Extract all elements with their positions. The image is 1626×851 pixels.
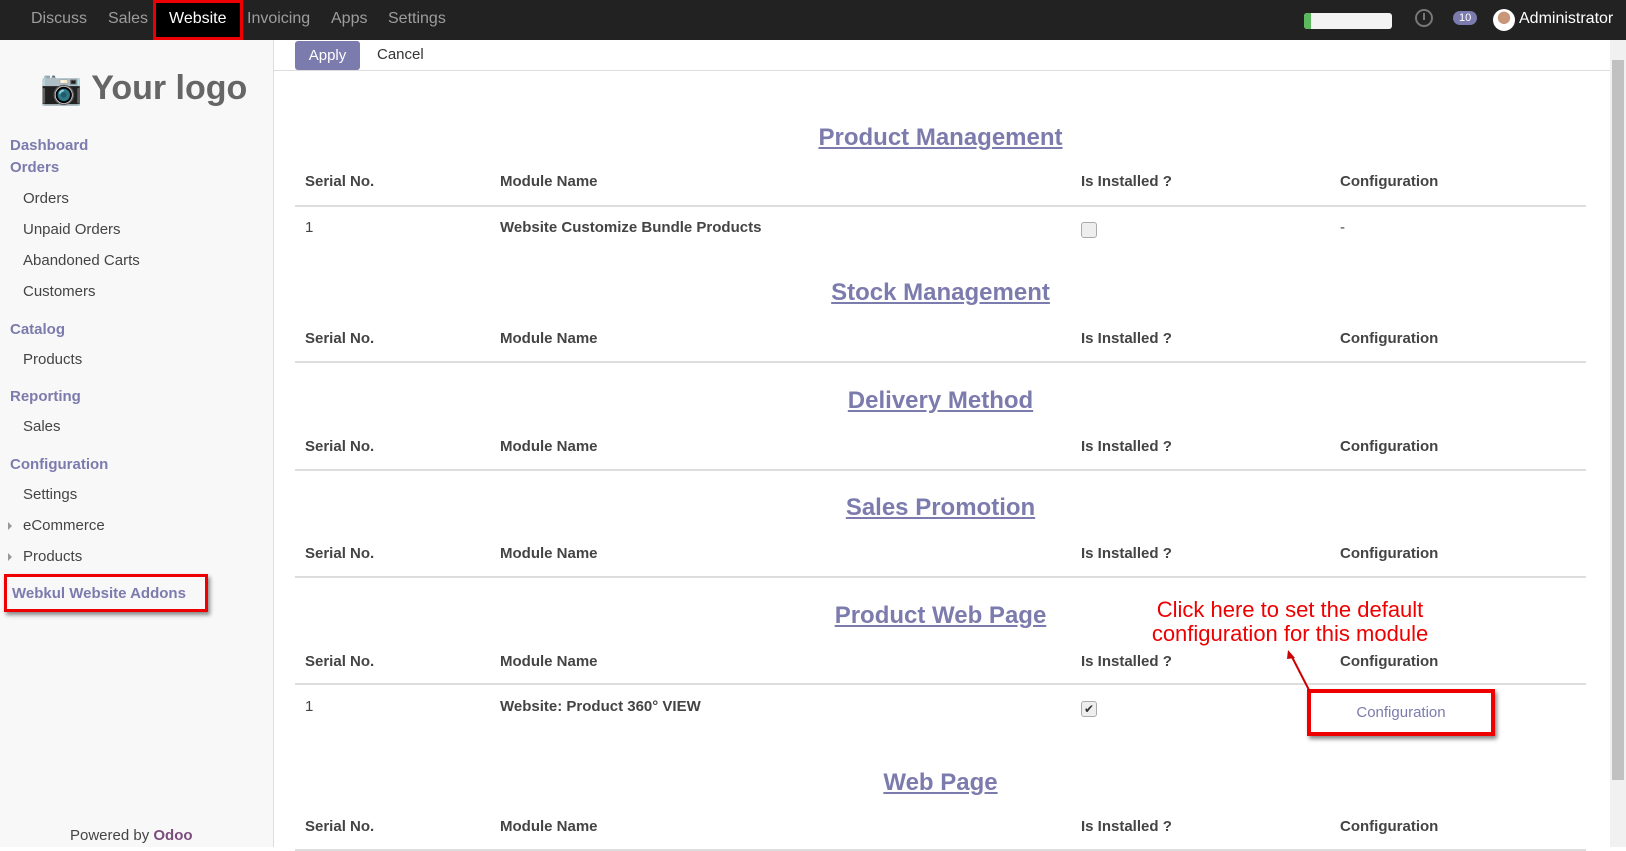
column-header: Module Name: [500, 173, 598, 190]
installed-checkbox[interactable]: [1081, 222, 1097, 238]
annotation-text: Click here to set the default configurat…: [1151, 597, 1429, 646]
nav-apps[interactable]: Apps: [331, 10, 368, 27]
sidebar-item-orders[interactable]: Orders: [23, 190, 69, 207]
caret-right-icon: [8, 553, 12, 561]
scrollbar[interactable]: [1610, 40, 1626, 847]
column-header: Configuration: [1340, 818, 1439, 835]
column-header: Is Installed ?: [1081, 545, 1172, 562]
sidebar-dashboard[interactable]: Dashboard: [10, 137, 89, 154]
column-header: Configuration: [1340, 653, 1439, 670]
column-header: Module Name: [500, 330, 598, 347]
messages-badge[interactable]: 10: [1453, 11, 1478, 25]
serial-cell: 1: [305, 219, 314, 236]
camera-icon: 📷: [40, 69, 83, 107]
section-title: Sales Promotion: [845, 494, 1036, 521]
company-logo[interactable]: 📷 Your logo: [40, 69, 248, 107]
sidebar-catalog[interactable]: Catalog: [10, 321, 66, 338]
serial-cell: 1: [305, 698, 314, 715]
powered-by: Powered by Odoo: [70, 827, 193, 844]
column-header: Serial No.: [305, 545, 375, 562]
sidebar-item-customers[interactable]: Customers: [23, 283, 96, 300]
column-header: Serial No.: [305, 438, 375, 455]
sidebar-item-webkul-addons[interactable]: Webkul Website Addons: [4, 574, 208, 612]
column-header: Serial No.: [305, 173, 375, 190]
sidebar-configuration[interactable]: Configuration: [10, 456, 109, 473]
column-header: Serial No.: [305, 818, 375, 835]
column-header: Module Name: [500, 545, 598, 562]
avatar[interactable]: [1493, 9, 1515, 31]
configuration-button[interactable]: Configuration: [1307, 689, 1495, 736]
column-header: Module Name: [500, 653, 598, 670]
top-navbar: Discuss Sales Website Invoicing Apps Set…: [0, 0, 1626, 40]
section-title: Delivery Method: [847, 387, 1034, 414]
nav-discuss[interactable]: Discuss: [31, 10, 88, 27]
header-divider: [295, 683, 1586, 685]
section-title: Web Page: [883, 769, 998, 796]
sidebar: 📷 Your logo: [0, 40, 274, 847]
column-header: Serial No.: [305, 653, 375, 670]
progress-fill: [1304, 13, 1312, 29]
module-name-cell: Website Customize Bundle Products: [500, 219, 762, 236]
sidebar-orders-header[interactable]: Orders: [10, 159, 60, 176]
sidebar-item-sales[interactable]: Sales: [23, 418, 61, 435]
sidebar-item-config-products[interactable]: Products: [23, 548, 83, 565]
progress-bar[interactable]: [1304, 13, 1392, 29]
clock-icon[interactable]: [1415, 9, 1433, 27]
nav-website[interactable]: Website: [153, 0, 243, 40]
annotation-arrow: [1287, 650, 1311, 693]
header-divider: [295, 205, 1586, 207]
column-header: Module Name: [500, 438, 598, 455]
apply-button[interactable]: Apply: [295, 41, 360, 70]
odoo-link[interactable]: Odoo: [153, 827, 193, 844]
column-header: Is Installed ?: [1081, 818, 1172, 835]
cancel-button[interactable]: Cancel: [377, 46, 424, 63]
column-header: Is Installed ?: [1081, 173, 1172, 190]
toolbar: Apply Cancel: [274, 40, 1610, 71]
nav-settings[interactable]: Settings: [388, 10, 446, 27]
column-header: Is Installed ?: [1081, 330, 1172, 347]
nav-invoicing[interactable]: Invoicing: [247, 10, 311, 27]
column-header: Configuration: [1340, 438, 1439, 455]
column-header: Configuration: [1340, 330, 1439, 347]
nav-sales[interactable]: Sales: [108, 10, 149, 27]
column-header: Is Installed ?: [1081, 438, 1172, 455]
sidebar-item-products[interactable]: Products: [23, 351, 83, 368]
section-title: Product Web Page: [834, 602, 1047, 629]
caret-right-icon: [8, 522, 12, 530]
sidebar-item-settings[interactable]: Settings: [23, 486, 78, 503]
header-divider: [295, 361, 1586, 363]
sidebar-item-ecommerce[interactable]: eCommerce: [23, 517, 105, 534]
user-menu[interactable]: Administrator: [1519, 10, 1614, 27]
header-divider: [295, 469, 1586, 471]
scrollbar-thumb[interactable]: [1612, 60, 1624, 780]
installed-checkbox[interactable]: ✔: [1081, 701, 1097, 717]
column-header: Is Installed ?: [1081, 653, 1172, 670]
column-header: Serial No.: [305, 330, 375, 347]
column-header: Module Name: [500, 818, 598, 835]
column-header: Configuration: [1340, 173, 1439, 190]
module-name-cell: Website: Product 360° VIEW: [500, 698, 701, 715]
column-header: Configuration: [1340, 545, 1439, 562]
sidebar-item-abandoned-carts[interactable]: Abandoned Carts: [23, 252, 140, 269]
sidebar-item-unpaid-orders[interactable]: Unpaid Orders: [23, 221, 121, 238]
section-title: Product Management: [818, 124, 1063, 151]
sidebar-reporting[interactable]: Reporting: [10, 388, 81, 405]
configuration-cell: -: [1340, 219, 1345, 236]
header-divider: [295, 576, 1586, 578]
section-title: Stock Management: [831, 279, 1050, 306]
